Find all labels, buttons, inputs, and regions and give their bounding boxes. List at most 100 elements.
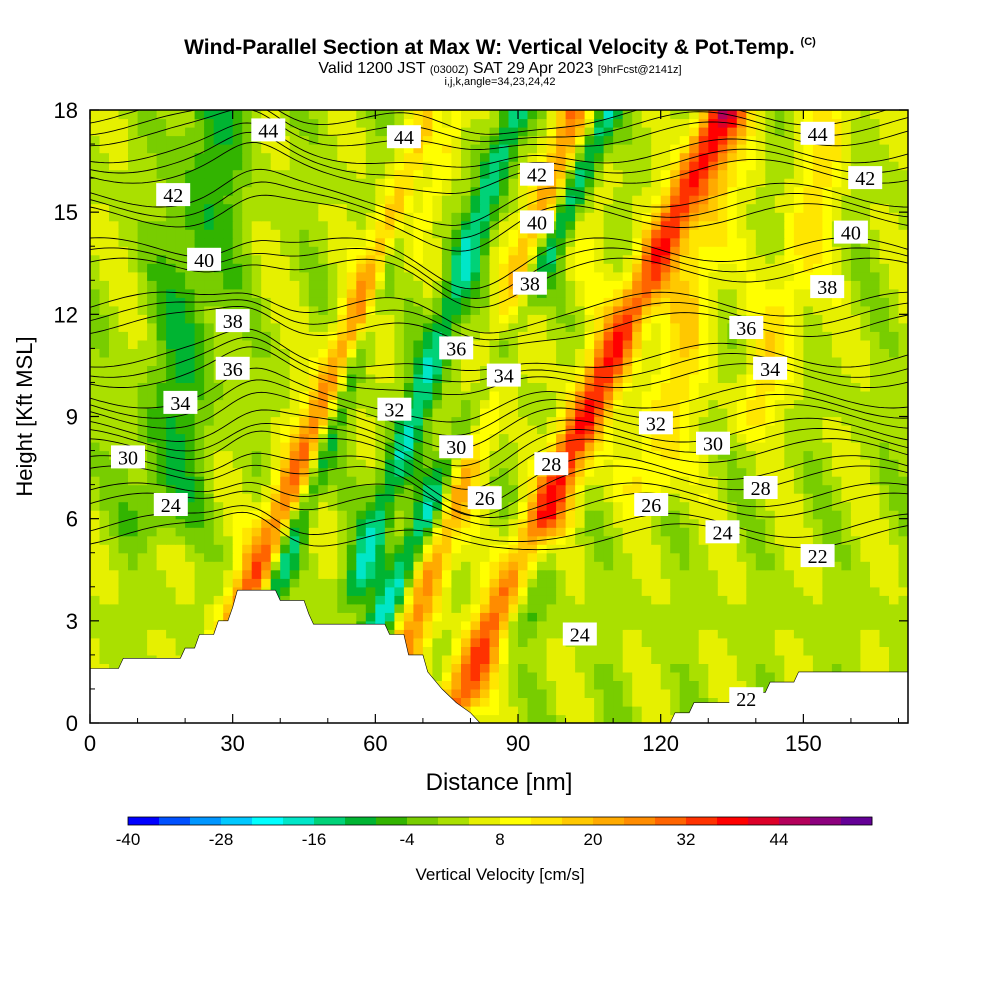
velocity-cell [204,416,215,426]
velocity-cell [831,305,842,315]
velocity-cell [670,569,681,579]
velocity-cell [765,408,776,418]
velocity-cell [346,552,357,562]
velocity-cell [850,356,861,366]
velocity-cell [194,373,205,383]
velocity-cell [784,229,795,239]
velocity-cell [270,442,281,452]
velocity-cell [384,578,395,588]
velocity-cell [99,586,110,596]
velocity-cell [518,484,529,494]
velocity-cell [242,527,253,537]
velocity-cell [594,578,605,588]
velocity-cell [232,459,243,469]
velocity-cell [594,382,605,392]
velocity-cell [280,305,291,315]
velocity-cell [451,459,462,469]
velocity-cell [841,629,852,639]
velocity-cell [717,373,728,383]
velocity-cell [898,527,908,537]
velocity-cell [270,484,281,494]
velocity-cell [99,544,110,554]
velocity-cell [860,297,871,307]
velocity-cell [708,348,719,358]
velocity-cell [518,561,529,571]
velocity-cell [251,561,262,571]
velocity-cell [755,271,766,281]
velocity-cell [850,365,861,375]
velocity-cell [879,314,890,324]
velocity-cell [99,518,110,528]
velocity-cell [537,510,548,520]
velocity-cell [441,646,452,656]
velocity-cell [841,433,852,443]
velocity-cell [527,331,538,341]
velocity-cell [175,467,186,477]
velocity-cell [194,399,205,409]
velocity-cell [223,612,234,622]
velocity-cell [803,442,814,452]
velocity-cell [898,612,908,622]
velocity-cell [109,646,120,656]
velocity-cell [223,535,234,545]
velocity-cell [632,706,643,716]
velocity-cell [489,399,500,409]
velocity-cell [641,646,652,656]
velocity-cell [736,510,747,520]
velocity-cell [822,603,833,613]
velocity-cell [432,561,443,571]
velocity-cell [441,595,452,605]
velocity-cell [841,254,852,264]
velocity-cell [308,450,319,460]
velocity-cell [90,544,101,554]
velocity-cell [803,629,814,639]
velocity-cell [308,459,319,469]
velocity-cell [489,603,500,613]
velocity-cell [499,612,510,622]
velocity-cell [870,612,881,622]
velocity-cell [394,280,405,290]
velocity-cell [784,620,795,630]
velocity-cell [879,348,890,358]
velocity-cell [889,561,900,571]
velocity-cell [746,297,757,307]
velocity-cell [822,527,833,537]
velocity-cell [879,365,890,375]
velocity-cell [261,373,272,383]
velocity-cell [632,535,643,545]
velocity-cell [898,254,908,264]
velocity-cell [641,263,652,273]
velocity-cell [394,229,405,239]
velocity-cell [337,339,348,349]
velocity-cell [841,416,852,426]
velocity-cell [651,365,662,375]
velocity-cell [774,654,785,664]
velocity-cell [784,305,795,315]
velocity-cell [128,254,139,264]
velocity-cell [793,595,804,605]
velocity-cell [603,535,614,545]
velocity-cell [898,305,908,315]
velocity-cell [118,433,129,443]
velocity-cell [518,586,529,596]
velocity-cell [622,603,633,613]
velocity-cell [765,637,776,647]
velocity-cell [841,586,852,596]
velocity-cell [879,646,890,656]
velocity-cell [746,382,757,392]
velocity-cell [784,331,795,341]
velocity-cell [327,382,338,392]
velocity-cell [185,237,196,247]
velocity-cell [337,510,348,520]
velocity-cell [280,433,291,443]
velocity-cell [651,484,662,494]
velocity-cell [99,297,110,307]
velocity-cell [128,229,139,239]
velocity-cell [774,561,785,571]
velocity-cell [708,373,719,383]
velocity-cell [147,450,158,460]
velocity-cell [641,271,652,281]
velocity-cell [518,671,529,681]
velocity-cell [584,288,595,298]
velocity-cell [280,373,291,383]
